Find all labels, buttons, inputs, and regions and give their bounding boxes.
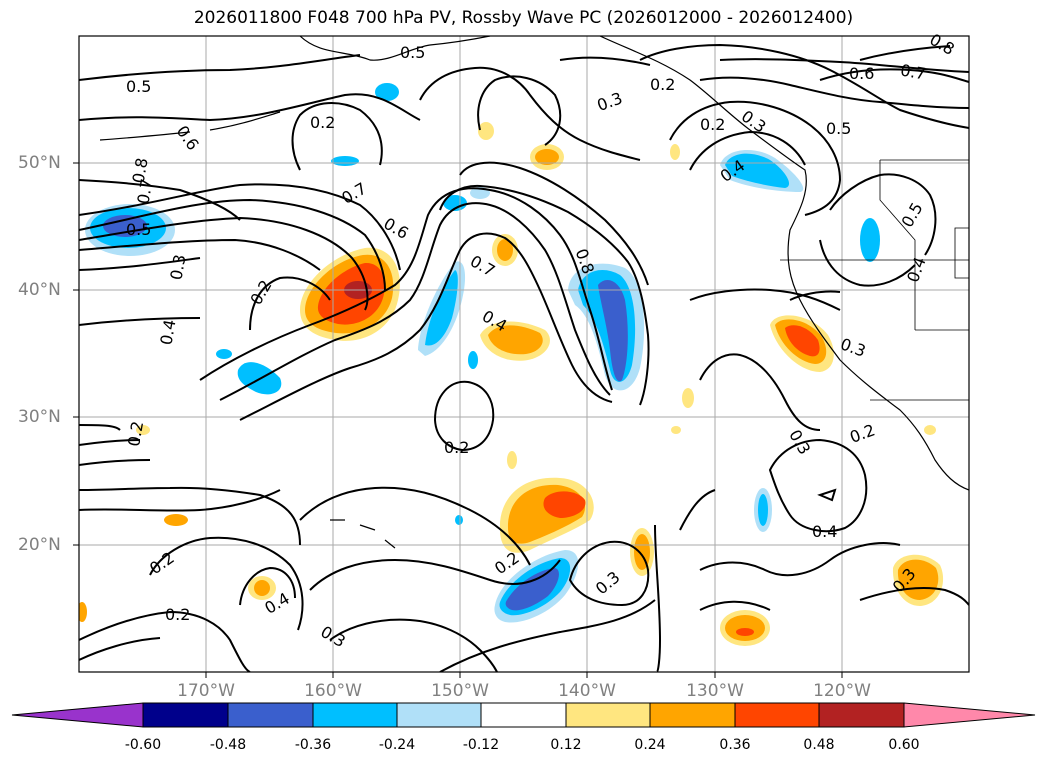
contour-label: 0.4 — [812, 522, 837, 541]
contour-label: 0.2 — [124, 420, 147, 448]
lon-label-120w: 120°W — [813, 681, 871, 701]
lon-label-130w: 130°W — [686, 681, 744, 701]
lon-label-160w: 160°W — [304, 681, 362, 701]
contour-label: 0.6 — [849, 64, 874, 83]
contour-label: 0.7 — [338, 179, 370, 208]
contour-label: 0.5 — [826, 119, 851, 138]
contour-label: 0.5 — [126, 220, 151, 239]
colorbar-segment — [142, 702, 229, 728]
colorbar — [11, 702, 1036, 728]
colorbar-min-extension — [11, 702, 144, 728]
colorbar-segment — [649, 702, 736, 728]
colorbar-tick-label: -0.12 — [462, 737, 500, 753]
lon-label-140w: 140°W — [558, 681, 616, 701]
contour-label: 0.5 — [897, 199, 926, 231]
colorbar-segment — [734, 702, 820, 728]
contour-label: 0.2 — [444, 438, 469, 457]
contour-label: 0.6 — [173, 122, 203, 154]
contour-label: 0.4 — [903, 254, 930, 284]
colorbar-tick-label: 0.48 — [803, 737, 835, 753]
colorbar-segment — [480, 702, 567, 728]
lon-label-150w: 150°W — [431, 681, 489, 701]
contour-label: 0.4 — [156, 318, 179, 346]
colorbar-max-extension — [903, 702, 1036, 728]
lon-label-170w: 170°W — [177, 681, 235, 701]
coastlines — [99, 36, 969, 549]
contour-label: 0.2 — [700, 115, 725, 134]
contour-label: 0.3 — [592, 567, 624, 598]
contour-label: 0.2 — [310, 113, 335, 132]
contour-label: 0.2 — [165, 605, 190, 624]
lat-label-20n: 20°N — [18, 535, 61, 555]
contour-label: 0.5 — [126, 77, 151, 96]
colorbar-tick-label: -0.24 — [378, 737, 416, 753]
colorbar-segment — [565, 702, 651, 728]
colorbar-segment — [227, 702, 314, 728]
lat-label-40n: 40°N — [18, 280, 61, 300]
graticule — [79, 36, 969, 672]
map-frame — [78, 35, 970, 673]
contour-label: 0.5 — [400, 43, 425, 62]
contour-label: 0.2 — [650, 75, 675, 94]
contour-label: 0.3 — [785, 426, 814, 458]
colorbar-tick-label: -0.36 — [294, 737, 332, 753]
colorbar-tick-label: -0.60 — [124, 737, 162, 753]
contour-label: 0.6 — [380, 214, 412, 243]
lat-label-50n: 50°N — [18, 153, 61, 173]
contour-label: 0.8 — [129, 156, 152, 184]
colorbar-tick-label: 0.12 — [550, 737, 582, 753]
contour-label: 0.7 — [133, 177, 156, 205]
pv-contours — [79, 43, 969, 672]
contour-label: 0.3 — [317, 622, 349, 651]
colorbar-segment — [312, 702, 398, 728]
contour-label: 0.3 — [594, 88, 624, 115]
contour-label: 0.7 — [899, 60, 927, 83]
figure-title: 2026011800 F048 700 hPa PV, Rossby Wave … — [193, 8, 854, 28]
colorbar-tick-label: 0.36 — [719, 737, 751, 753]
colorbar-segment — [396, 702, 482, 728]
contour-label: 0.2 — [847, 420, 877, 447]
contour-label: 0.3 — [166, 253, 189, 281]
axis-ticks — [73, 162, 843, 678]
colorbar-tick-label: -0.48 — [209, 737, 247, 753]
colorbar-segment — [818, 702, 905, 728]
contour-label: 0.8 — [926, 30, 958, 59]
colorbar-tick-label: 0.24 — [634, 737, 666, 753]
lat-label-30n: 30°N — [18, 407, 61, 427]
colorbar-tick-label: 0.60 — [888, 737, 920, 753]
